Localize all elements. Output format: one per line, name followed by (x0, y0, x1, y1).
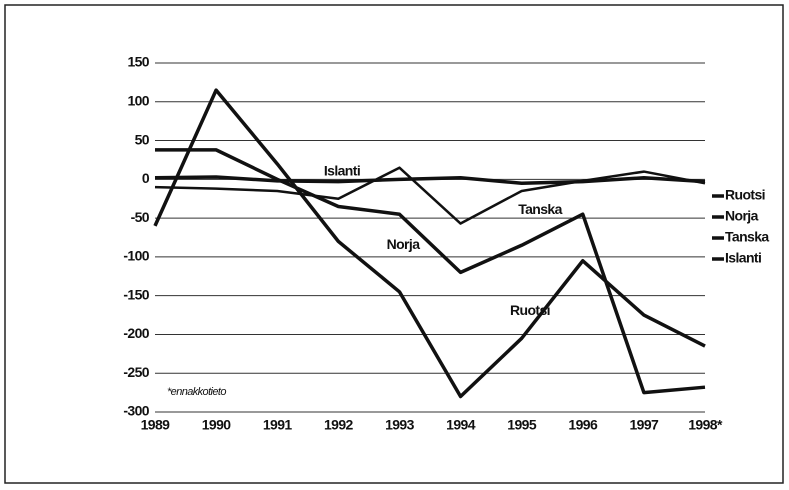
x-tick-label: 1997 (630, 417, 660, 433)
legend-label: Tanska (725, 229, 769, 245)
legend-label: Islanti (725, 250, 761, 266)
x-tick-label: 1993 (385, 417, 415, 433)
x-tick-label: 1990 (202, 417, 232, 433)
legend-label: Norja (725, 208, 759, 224)
series-line (154, 166, 706, 225)
series-line (154, 175, 706, 185)
y-tick-label: 150 (127, 54, 149, 70)
x-tick-label: 1996 (568, 417, 598, 433)
series-line (153, 88, 706, 399)
series-label: Norja (387, 236, 421, 252)
y-tick-label: -300 (123, 403, 149, 419)
y-tick-label: -50 (131, 209, 150, 225)
frame (4, 4, 784, 484)
y-tick-label: 50 (135, 131, 150, 147)
annotation: *ennakkotieto (167, 386, 226, 398)
y-tick-label: -150 (123, 286, 149, 302)
y-tick-label: -100 (123, 248, 149, 264)
x-tick-label: 1998* (688, 417, 723, 433)
x-tick-label: 1995 (507, 417, 537, 433)
y-tick-label: 100 (127, 92, 149, 108)
x-tick-label: 1989 (141, 417, 171, 433)
x-tick-label: 1991 (263, 417, 293, 433)
y-tick-label: 0 (142, 170, 150, 186)
x-tick-label: 1992 (324, 417, 354, 433)
series-label: Ruotsi (510, 302, 550, 318)
series-label: Islanti (324, 162, 360, 178)
series-label: Tanska (518, 201, 562, 217)
y-tick-label: -200 (123, 325, 149, 341)
x-tick-label: 1994 (446, 417, 476, 433)
legend-label: Ruotsi (725, 187, 765, 203)
y-tick-label: -250 (123, 364, 149, 380)
series-line (155, 148, 706, 395)
